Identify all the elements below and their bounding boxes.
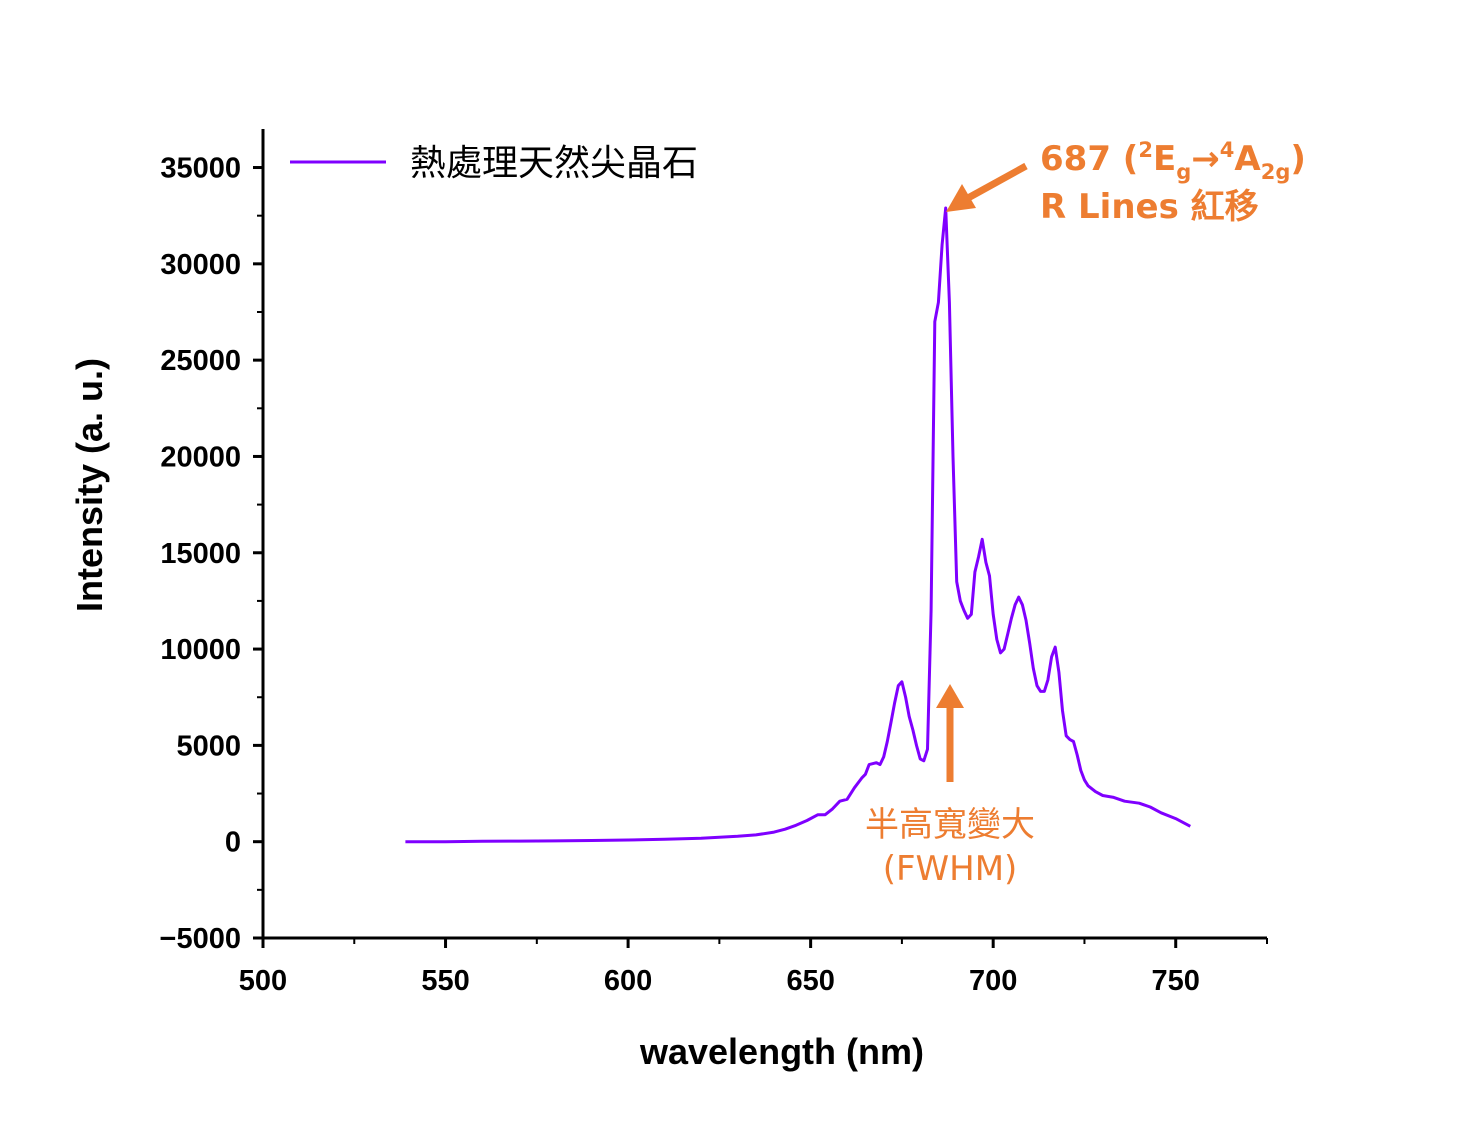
fwhm-arrow-icon: [936, 684, 964, 708]
x-tick-label: 600: [604, 965, 652, 997]
x-axis-ticks: 500 550 600 650 700 750: [239, 938, 1268, 997]
y-tick-label: 0: [225, 827, 241, 859]
fwhm-label-line1: 半高寬變大: [865, 805, 1035, 845]
y-tick-label: 25000: [160, 345, 241, 377]
x-tick-label: 750: [1152, 965, 1200, 997]
y-tick-label: 5000: [176, 730, 241, 762]
peak-arrow-icon: [946, 184, 976, 212]
y-tick-label: −5000: [160, 923, 241, 955]
x-axis-title: wavelength (nm): [639, 1031, 924, 1072]
series-line: [405, 206, 1191, 844]
peak-label-line2: R Lines 紅移: [1040, 187, 1259, 227]
y-tick-label: 30000: [160, 249, 241, 281]
y-tick-label: 35000: [160, 153, 241, 185]
peak-label-line1: 687 (2Eg→4A2g): [1040, 138, 1306, 184]
legend-label: 熱處理天然尖晶石: [410, 143, 698, 184]
y-axis-ticks: −5000 0 5000 10000 15000 20000 25000 30000 35000: [160, 153, 263, 955]
y-tick-label: 20000: [160, 441, 241, 473]
x-tick-label: 550: [421, 965, 469, 997]
y-axis-title: Intensity (a. u.): [69, 358, 110, 612]
fwhm-label-line2: (FWHM): [883, 849, 1018, 889]
peak-annotation: 687 (2Eg→4A2g) R Lines 紅移: [946, 138, 1306, 227]
x-tick-label: 700: [969, 965, 1017, 997]
y-tick-label: 15000: [160, 538, 241, 570]
y-tick-label: 10000: [160, 634, 241, 666]
x-tick-label: 500: [239, 965, 287, 997]
x-tick-label: 650: [786, 965, 834, 997]
fwhm-annotation: 半高寬變大 (FWHM): [865, 684, 1035, 889]
